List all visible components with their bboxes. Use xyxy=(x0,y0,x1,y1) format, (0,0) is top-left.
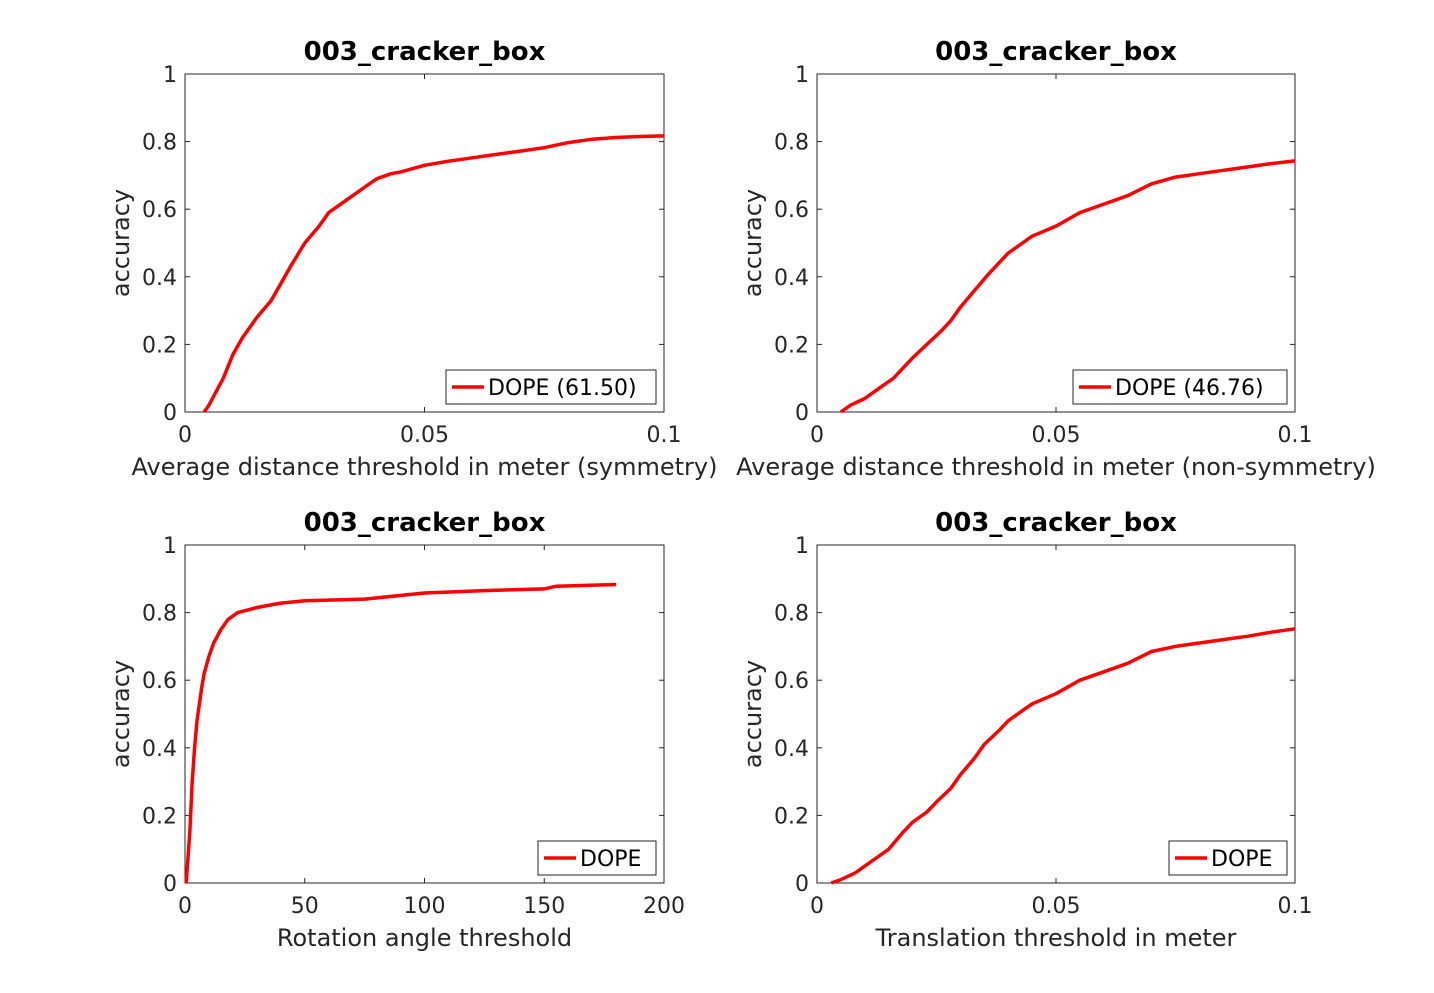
legend-label: DOPE xyxy=(1211,847,1272,872)
x-tick-label: 0.05 xyxy=(400,423,449,448)
x-tick-label: 0.1 xyxy=(1278,894,1313,919)
chart-panel-4: 0 0.2 0.4 0.6 0.8 1 0 0.05 0.1 003_cracker_box Tra… xyxy=(739,508,1313,952)
x-axis-label: Rotation angle threshold xyxy=(277,924,572,952)
x-tick-label: 0.05 xyxy=(1032,894,1081,919)
y-tick-label: 1 xyxy=(163,63,177,88)
plot-area xyxy=(184,73,665,413)
legend: DOPE xyxy=(1168,840,1288,876)
y-tick-label: 0.2 xyxy=(774,804,809,829)
y-tick-label: 0.8 xyxy=(142,131,177,156)
y-axis-label: accuracy xyxy=(107,189,135,297)
y-tick-label: 0.6 xyxy=(142,198,177,223)
y-tick-label: 1 xyxy=(163,534,177,559)
y-tick-label: 0.2 xyxy=(142,804,177,829)
y-tick-label: 0.4 xyxy=(142,266,177,291)
x-tick-label: 0.05 xyxy=(1032,423,1081,448)
x-tick-label: 0.1 xyxy=(647,423,682,448)
x-tick-label: 0 xyxy=(178,894,192,919)
y-tick-label: 1 xyxy=(795,63,809,88)
y-tick-label: 0.4 xyxy=(774,737,809,762)
series-line xyxy=(839,159,1296,414)
x-tick-label: 200 xyxy=(643,894,685,919)
x-tick-label: 0 xyxy=(810,423,824,448)
y-tick-label: 0.8 xyxy=(142,602,177,627)
plot-area xyxy=(816,544,1296,884)
chart-title: 003_cracker_box xyxy=(304,508,546,538)
y-tick-label: 0 xyxy=(163,401,177,426)
plot-area xyxy=(184,544,665,884)
chart-title: 003_cracker_box xyxy=(304,37,546,67)
x-tick-label: 150 xyxy=(523,894,565,919)
y-tick-label: 0 xyxy=(163,872,177,897)
legend: DOPE (61.50) xyxy=(445,369,657,405)
legend-label: DOPE (61.50) xyxy=(488,376,637,401)
legend: DOPE (46.76) xyxy=(1072,369,1288,405)
y-tick-label: 0.4 xyxy=(142,737,177,762)
y-tick-label: 1 xyxy=(795,534,809,559)
series-line xyxy=(202,134,665,413)
y-axis-label: accuracy xyxy=(739,189,767,297)
x-tick-label: 0.1 xyxy=(1278,423,1313,448)
y-tick-label: 0.8 xyxy=(774,602,809,627)
x-tick-label: 0 xyxy=(178,423,192,448)
y-tick-label: 0.2 xyxy=(774,333,809,358)
series-line xyxy=(830,627,1296,885)
plot-area xyxy=(816,73,1296,413)
legend-label: DOPE xyxy=(580,847,641,872)
y-tick-label: 0.8 xyxy=(774,131,809,156)
x-tick-label: 50 xyxy=(291,894,319,919)
y-tick-label: 0.4 xyxy=(774,266,809,291)
y-tick-label: 0.6 xyxy=(142,669,177,694)
legend: DOPE xyxy=(537,840,657,876)
chart-panel-2: 0 0.2 0.4 0.6 0.8 1 0 0.05 0.1 003_cracker_box Ave… xyxy=(736,37,1376,481)
chart-title: 003_cracker_box xyxy=(935,508,1177,538)
y-axis-label: accuracy xyxy=(107,660,135,768)
series-line xyxy=(184,582,617,884)
y-tick-label: 0 xyxy=(795,401,809,426)
y-tick-label: 0 xyxy=(795,872,809,897)
legend-label: DOPE (46.76) xyxy=(1115,376,1264,401)
x-axis-label: Average distance threshold in meter (non… xyxy=(736,453,1376,481)
y-tick-label: 0.2 xyxy=(142,333,177,358)
chart-panel-1: 0 0.2 0.4 0.6 0.8 1 0 0.05 0.1 003_cracker_box Ave… xyxy=(107,37,717,481)
chart-title: 003_cracker_box xyxy=(935,37,1177,67)
x-axis-label: Translation threshold in meter xyxy=(875,924,1237,952)
y-tick-label: 0.6 xyxy=(774,198,809,223)
x-tick-label: 100 xyxy=(404,894,446,919)
y-axis-label: accuracy xyxy=(739,660,767,768)
x-tick-label: 0 xyxy=(810,894,824,919)
chart-panel-3: 0 0.2 0.4 0.6 0.8 1 0 50 100 150 200 003_cracker_bo… xyxy=(107,508,685,952)
x-axis-label: Average distance threshold in meter (sym… xyxy=(132,453,718,481)
y-tick-label: 0.6 xyxy=(774,669,809,694)
